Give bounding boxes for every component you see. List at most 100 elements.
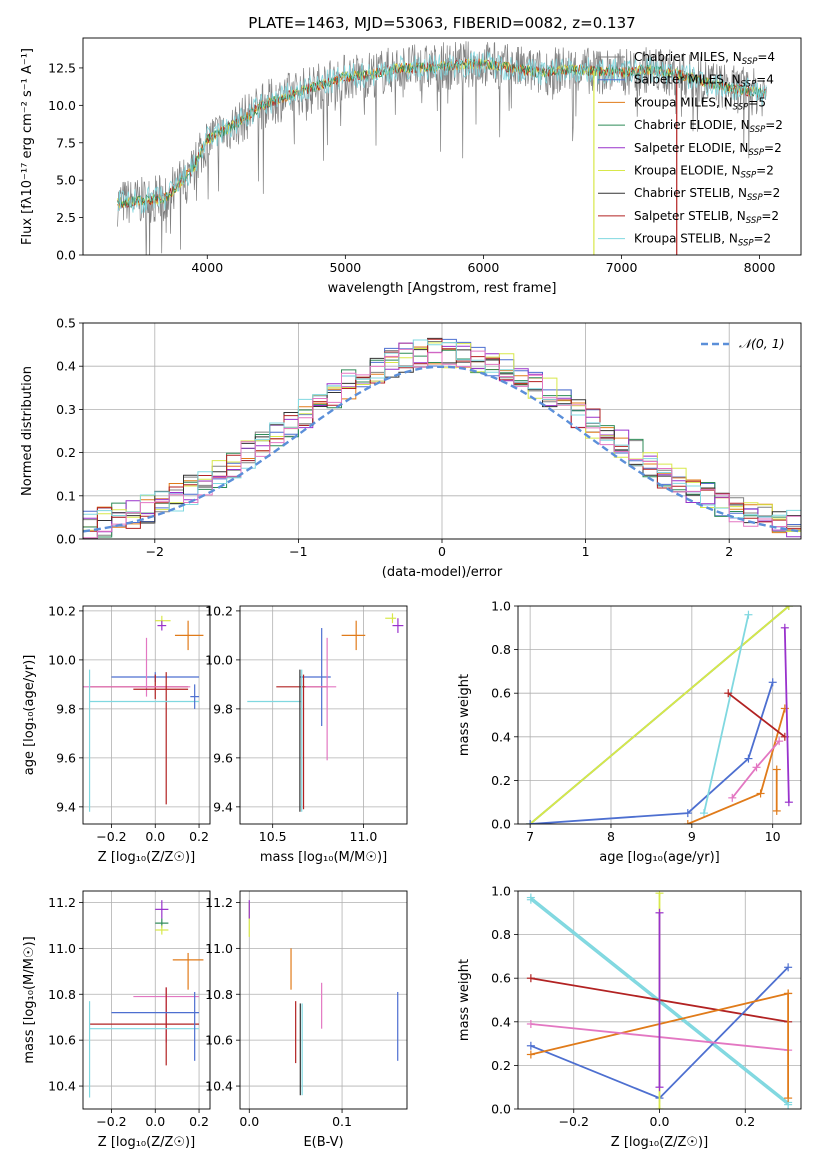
y-tick-label: 11.2 <box>48 895 76 910</box>
y-tick-label: 9.8 <box>213 701 233 716</box>
y-axis-label: Normed distribution <box>20 366 35 496</box>
x-tick-label: 0.0 <box>145 829 165 844</box>
plot-area <box>247 613 404 812</box>
x-tick-label: −2 <box>146 544 164 559</box>
x-tick-label: 0.0 <box>239 1114 259 1129</box>
axes-frame <box>517 890 802 1110</box>
y-tick-label: 10.4 <box>48 1079 76 1094</box>
figure-title: PLATE=1463, MJD=53063, FIBERID=0082, z=0… <box>248 14 635 32</box>
x-tick-label: 6000 <box>468 260 500 275</box>
panel-1: −2 −1 0 1 2 0.0 0.1 0.2 0.3 0.4 0.5 (data-model)/er… <box>20 316 802 580</box>
axes-frame <box>82 37 802 256</box>
y-tick-label: 0.6 <box>491 971 511 986</box>
y-tick-label: 10.4 <box>205 1079 233 1094</box>
panel-5: −0.2 0.0 0.2 10.4 10.6 10.8 11.0 11.2 Z [log₁₀(Z… <box>22 890 211 1150</box>
legend-entry: Salpeter STELIB, NSSP=2 <box>634 209 779 226</box>
histogram-series <box>83 339 801 519</box>
y-tick-label: 10.6 <box>48 1033 76 1048</box>
panel-4: 7 8 9 10 0.0 0.2 0.4 0.6 0.8 1.0 age [log₁₀(age/yr… <box>457 599 802 865</box>
y-tick-label: 0.8 <box>491 642 511 657</box>
y-tick-label: 10.6 <box>205 1033 233 1048</box>
mass-weight-line <box>530 682 774 824</box>
x-tick-label: 0.2 <box>189 1114 209 1129</box>
y-tick-label: 10.8 <box>48 987 76 1002</box>
legend-entry: Salpeter ELODIE, NSSP=2 <box>634 141 782 158</box>
legend-entry: Chabrier ELODIE, NSSP=2 <box>634 118 783 135</box>
legend-entry: Chabrier STELIB, NSSP=2 <box>634 186 780 203</box>
axes-frame <box>239 605 408 825</box>
legend-entry: Chabrier MILES, NSSP=4 <box>634 50 775 67</box>
x-tick-label: 0 <box>438 544 446 559</box>
x-tick-label: 11.0 <box>350 829 378 844</box>
x-tick-label: 10.5 <box>259 829 287 844</box>
x-axis-label: Z [log₁₀(Z/Z☉)] <box>98 1135 195 1150</box>
x-tick-label: 7 <box>526 829 534 844</box>
plot-area <box>117 41 767 255</box>
y-tick-label: 9.6 <box>213 750 233 765</box>
plot-area <box>83 337 801 539</box>
axes-frame <box>82 605 211 825</box>
x-tick-label: 0.1 <box>332 1114 352 1129</box>
plot-area <box>83 615 204 812</box>
mass-weight-line <box>529 606 790 824</box>
y-tick-label: 9.8 <box>56 701 76 716</box>
x-tick-label: 8000 <box>744 260 776 275</box>
y-tick-label: 12.5 <box>48 60 76 75</box>
x-tick-label: 1 <box>582 544 590 559</box>
x-axis-label: mass [log₁₀(M/M☉)] <box>260 850 387 865</box>
plot-area <box>248 900 399 1096</box>
panel-3: 10.5 11.0 9.4 9.6 9.8 10.0 10.2 mass [log₁₀(M/M… <box>205 603 408 865</box>
y-tick-label: 0.8 <box>491 927 511 942</box>
plot-area <box>88 900 204 1098</box>
y-tick-label: 0.6 <box>491 686 511 701</box>
mass-weight-line <box>783 627 790 803</box>
y-tick-label: 1.0 <box>491 884 511 899</box>
legend-entry: Kroupa ELODIE, NSSP=2 <box>634 164 774 181</box>
spectrum-line <box>117 51 767 214</box>
y-tick-label: 0.4 <box>56 359 76 374</box>
mass-weight-line <box>703 614 750 814</box>
y-tick-label: 9.4 <box>56 799 76 814</box>
y-tick-label: 10.0 <box>48 652 76 667</box>
y-tick-label: 0.0 <box>56 248 76 263</box>
y-tick-label: 11.0 <box>48 941 76 956</box>
y-axis-label: mass weight <box>457 959 472 1041</box>
x-axis-label: wavelength [Angstrom, rest frame] <box>328 281 557 296</box>
y-tick-label: 0.3 <box>56 402 76 417</box>
x-tick-label: 0.0 <box>145 1114 165 1129</box>
plot-area <box>526 606 793 824</box>
axes-frame <box>517 605 802 825</box>
panel-7: −0.2 0.0 0.2 0.0 0.2 0.4 0.6 0.8 1.0 Z [log₁₀(Z/Z… <box>457 884 802 1150</box>
y-tick-label: 0.0 <box>491 1102 511 1117</box>
y-tick-label: 10.0 <box>48 98 76 113</box>
y-tick-label: 10.8 <box>205 987 233 1002</box>
y-tick-label: 10.2 <box>205 603 233 618</box>
y-tick-label: 10.0 <box>205 652 233 667</box>
axes-frame <box>82 322 802 540</box>
legend-entry: 𝒩(0, 1) <box>739 336 785 351</box>
x-tick-label: −0.2 <box>96 829 126 844</box>
axes-frame <box>239 890 408 1110</box>
x-tick-label: −0.2 <box>96 1114 126 1129</box>
mass-weight-line <box>727 692 786 738</box>
y-tick-label: 0.4 <box>491 729 511 744</box>
panel-6: 0.0 0.1 10.4 10.6 10.8 11.0 11.2 E(B-V) <box>205 890 408 1150</box>
legend-entry: Salpeter MILES, NSSP=4 <box>634 73 774 90</box>
y-tick-label: 2.5 <box>56 210 76 225</box>
legend-entry: Kroupa MILES, NSSP=5 <box>634 95 766 112</box>
x-axis-label: Z [log₁₀(Z/Z☉)] <box>611 1135 708 1150</box>
y-tick-label: 9.6 <box>56 750 76 765</box>
y-tick-label: 0.2 <box>56 445 76 460</box>
x-tick-label: 9 <box>688 829 696 844</box>
y-axis-label: mass weight <box>457 674 472 756</box>
y-tick-label: 0.5 <box>56 316 76 331</box>
x-tick-label: 4000 <box>191 260 223 275</box>
y-tick-label: 0.1 <box>56 488 76 503</box>
y-tick-label: 11.2 <box>205 895 233 910</box>
x-tick-label: 5000 <box>329 260 361 275</box>
y-axis-label: age [log₁₀(age/yr)] <box>22 655 37 776</box>
y-tick-label: 7.5 <box>56 135 76 150</box>
y-tick-label: 0.4 <box>491 1014 511 1029</box>
plot-area <box>526 891 793 1109</box>
